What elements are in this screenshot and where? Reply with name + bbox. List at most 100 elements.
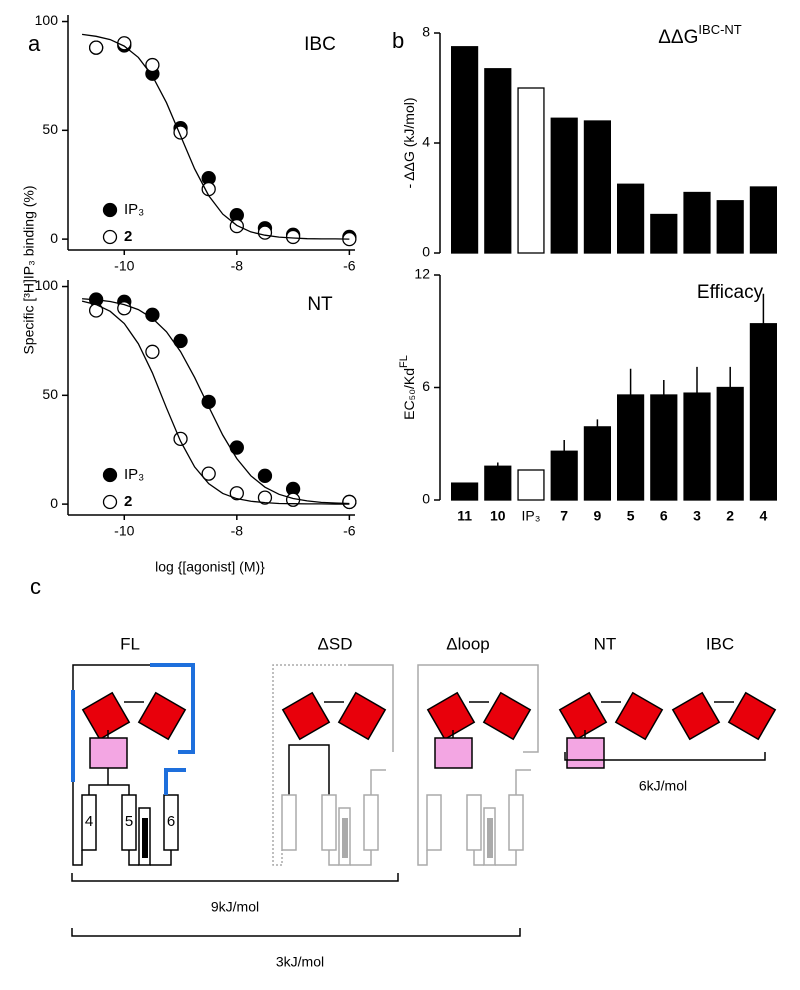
legend-label: IP₃ (124, 466, 144, 483)
helix-label: 5 (125, 813, 133, 830)
x-tick-label: 2 (726, 508, 734, 524)
bar (583, 426, 611, 501)
y-tick-label: 0 (50, 230, 58, 246)
title-text: Efficacy (697, 282, 764, 303)
title-text: ΔΔG (658, 27, 698, 48)
construct-label: FL (120, 634, 140, 653)
y-tick-label: 50 (42, 121, 58, 137)
x-tick-label: 7 (560, 508, 568, 524)
point (285, 229, 301, 245)
bar (683, 191, 711, 254)
point (229, 486, 244, 501)
y-axis-label: EC₅₀/KdFL (398, 355, 417, 420)
y-axis-label: Specific [³H]IP₃ binding (%) (21, 185, 37, 354)
nt-construct (558, 691, 664, 769)
bracket (71, 928, 521, 937)
x-tick-label: -8 (231, 523, 244, 539)
dloop-construct (417, 664, 539, 866)
x-tick-label: 4 (760, 508, 768, 524)
legend-marker (102, 202, 118, 218)
bar (451, 482, 479, 501)
point (88, 40, 104, 55)
y-tick-label: 8 (422, 24, 430, 40)
bar (583, 120, 611, 254)
bar (749, 186, 777, 254)
point (173, 333, 188, 349)
x-tick-label: -8 (231, 258, 244, 274)
panel-label: b (392, 28, 404, 53)
x-tick-label: -10 (114, 258, 134, 274)
bar (650, 394, 678, 501)
point (257, 225, 273, 240)
fit-line (81, 33, 350, 240)
bar (716, 200, 744, 254)
x-tick-label: -6 (343, 258, 356, 274)
bar (650, 213, 678, 254)
bar (517, 87, 545, 254)
y-tick-label: 6 (422, 378, 430, 394)
point (117, 36, 132, 51)
y-axis-label-text: - ΔΔG (kJ/mol) (401, 97, 417, 188)
x-tick-label: IP₃ (522, 508, 541, 524)
legend-label: 2 (124, 493, 132, 510)
y-tick-label: 50 (42, 386, 58, 402)
x-tick-label: -6 (343, 523, 356, 539)
y-tick-label: 4 (422, 134, 430, 150)
diagram: FL ΔSD Δloop NT IBC 4 5 6 (71, 634, 777, 970)
y-tick-label: 0 (422, 491, 430, 507)
legend-marker (102, 494, 118, 510)
dsd-construct (272, 664, 394, 866)
x-tick-label: 10 (490, 508, 506, 524)
x-tick-label: 9 (594, 508, 602, 524)
bracket-label: 9kJ/mol (211, 899, 259, 915)
bar (550, 450, 578, 501)
bar (484, 465, 512, 501)
panel-label: a (28, 31, 41, 56)
y-axis-label-superscript: FL (398, 355, 410, 368)
chart-title: IBC (304, 34, 336, 55)
point (145, 344, 160, 359)
y-tick-label: 12 (414, 266, 430, 282)
point (257, 468, 273, 483)
legend-marker (102, 229, 118, 245)
fit-line (81, 300, 350, 505)
legend-marker (102, 467, 118, 483)
x-tick-label: 6 (660, 508, 668, 524)
y-tick-label: 0 (50, 495, 58, 511)
bar (617, 183, 645, 254)
bar (716, 386, 744, 501)
x-tick-label: 11 (457, 508, 472, 524)
legend-label: IP₃ (124, 201, 144, 218)
point (88, 303, 104, 318)
point (257, 490, 273, 505)
ibc-construct (671, 691, 777, 741)
title-superscript: IBC-NT (698, 22, 741, 37)
fit-line (82, 298, 350, 505)
bar (451, 46, 479, 254)
x-tick-label: 5 (627, 508, 635, 524)
y-tick-label: 100 (35, 12, 59, 28)
bar (484, 68, 512, 254)
chart-title: NT (307, 294, 333, 315)
bracket-label: 6kJ/mol (639, 778, 687, 794)
fl-construct: 4 5 6 (71, 663, 195, 866)
x-axis-label: log {[agonist] (M)} (155, 559, 265, 575)
legend-label: 2 (124, 228, 132, 245)
x-tick-label: 3 (693, 508, 701, 524)
bar (749, 323, 777, 501)
construct-label: ΔSD (318, 634, 353, 653)
y-axis-label: - ΔΔG (kJ/mol) (401, 97, 417, 188)
point (201, 466, 216, 481)
y-axis-label-text: EC₅₀/Kd (401, 368, 417, 420)
bracket (71, 873, 399, 882)
construct-label: NT (594, 634, 617, 653)
bracket (564, 752, 766, 761)
point (145, 57, 160, 73)
point (201, 181, 216, 197)
bar (550, 117, 578, 254)
y-tick-label: 0 (422, 244, 430, 260)
bracket-label: 3kJ/mol (276, 954, 324, 970)
chart-title: ΔΔGIBC-NT (658, 22, 742, 48)
point (117, 301, 132, 316)
